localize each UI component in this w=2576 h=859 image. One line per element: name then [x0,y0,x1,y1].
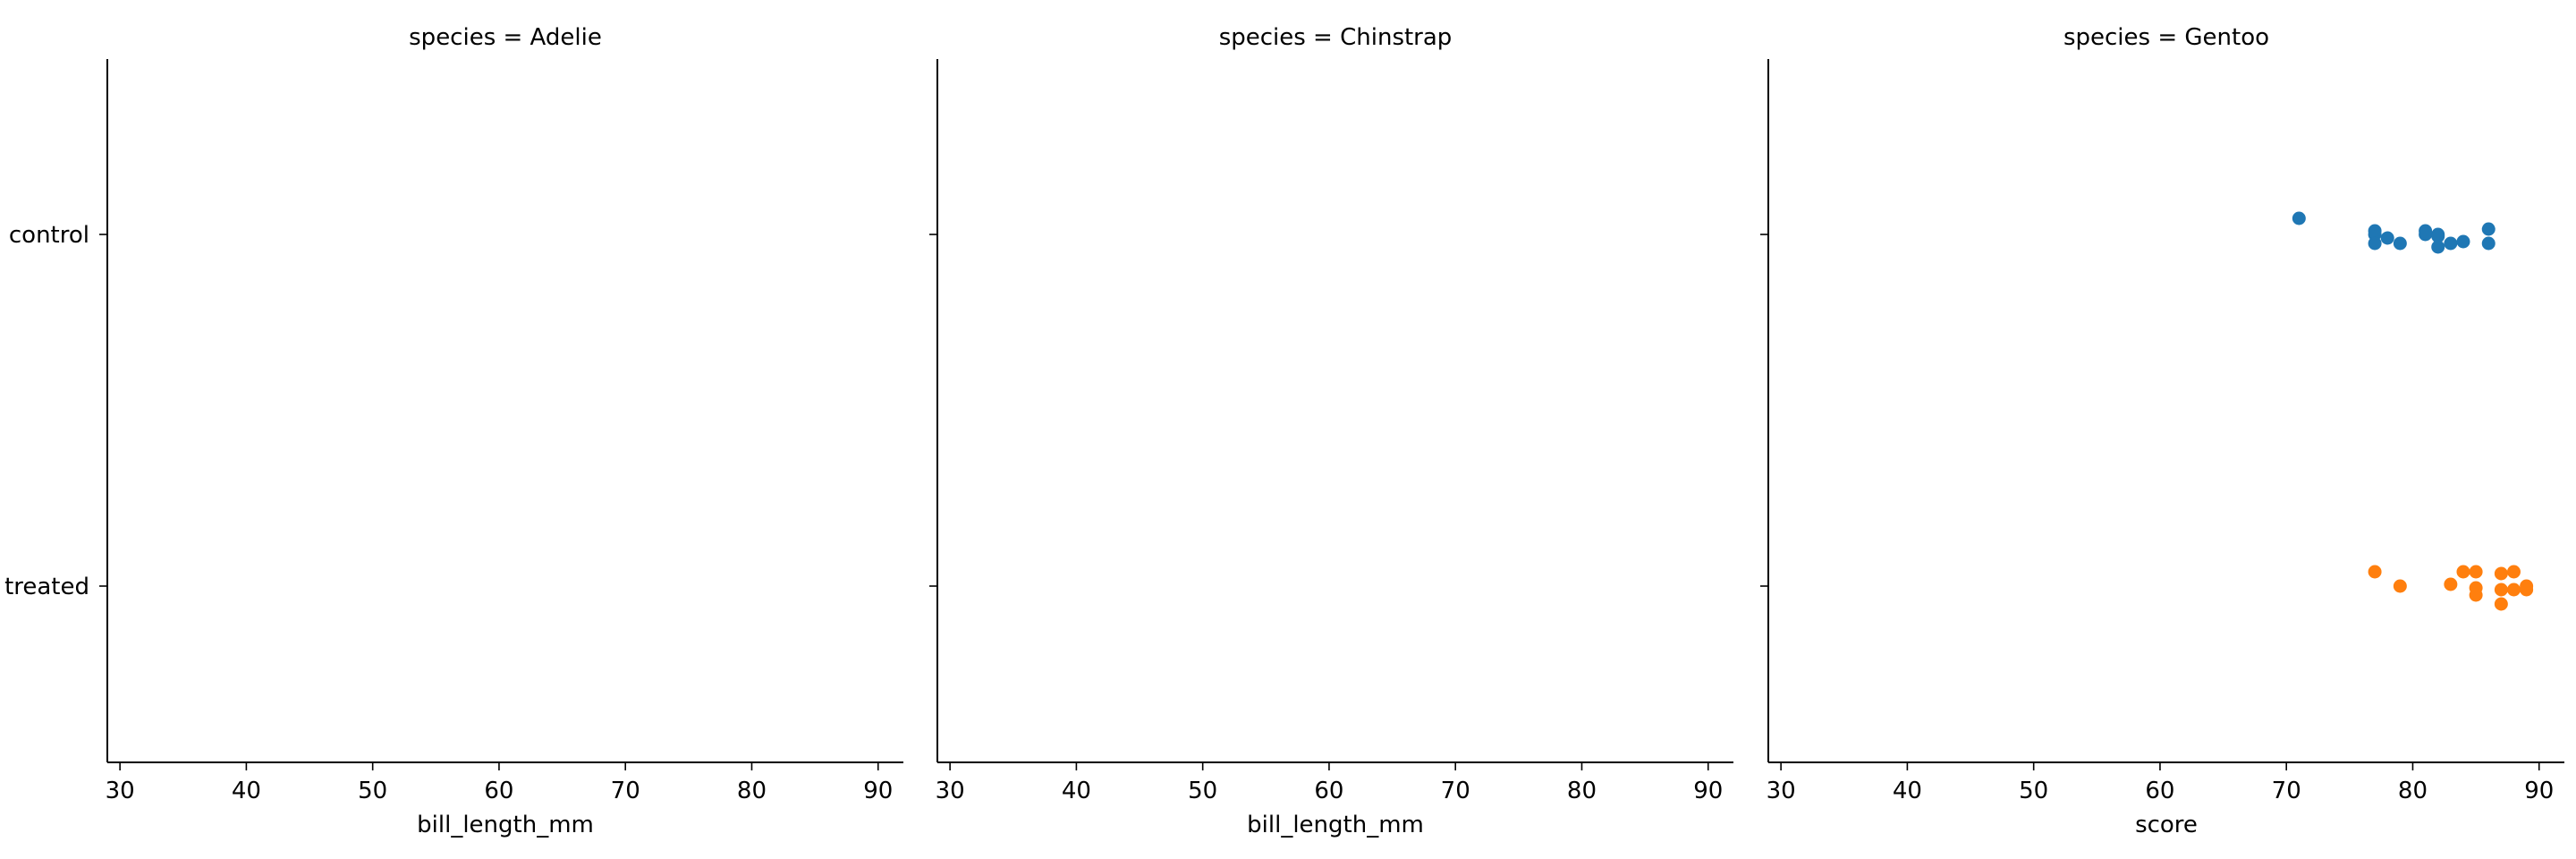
data-point-treated [2494,583,2508,597]
x-axis-label: score [2135,812,2198,838]
x-tick-label: 50 [2019,778,2048,804]
x-axis-label: bill_length_mm [1247,812,1424,838]
facet-panel-1: species = Adelie control treated 30 40 50 60 70… [4,24,903,838]
data-point-control [2368,236,2382,251]
x-tick-label: 50 [358,778,387,804]
x-tick-label: 30 [936,778,965,804]
data-point-control [2431,229,2445,243]
facet-panel-3: species = Gentoo 30 40 50 60 70 80 90 score [1760,24,2564,838]
y-tick-label: control [9,222,89,249]
x-tick-label: 90 [2524,778,2554,804]
x-tick-label: 40 [232,778,261,804]
data-point-treated [2456,565,2470,579]
panel-title: species = Gentoo [2063,24,2269,51]
x-tick-label: 40 [1062,778,1091,804]
x-tick-label: 90 [1693,778,1723,804]
data-point-treated [2444,577,2458,591]
panel-title: species = Chinstrap [1219,24,1453,51]
data-point-treated [2469,565,2483,579]
facet-panel-2: species = Chinstrap 30 40 50 60 70 80 90 bill_le… [929,24,1733,838]
data-point-treated [2368,565,2382,579]
data-point-control [2481,236,2496,251]
x-tick-label: 30 [106,778,135,804]
x-tick-label: 50 [1188,778,1217,804]
x-tick-label: 80 [2398,778,2428,804]
x-tick-label: 30 [1767,778,1796,804]
data-point-control [2444,236,2458,251]
data-point-control [2481,222,2496,236]
data-point-treated [2494,566,2508,581]
data-point-treated [2469,588,2483,602]
x-tick-label: 70 [1441,778,1470,804]
data-point-control [2431,240,2445,254]
data-point-treated [2506,583,2521,597]
x-tick-label: 60 [2145,778,2174,804]
x-tick-label: 70 [2272,778,2301,804]
x-tick-label: 60 [484,778,513,804]
data-point-control [2419,227,2433,242]
panel-title: species = Adelie [409,24,602,51]
data-point-treated [2506,565,2521,579]
x-tick-label: 90 [863,778,893,804]
data-point-treated [2520,583,2534,597]
data-point-control [2380,231,2394,245]
x-tick-label: 80 [737,778,767,804]
data-point-treated [2393,579,2407,593]
x-tick-label: 70 [611,778,640,804]
y-tick-label: treated [4,574,89,600]
data-point-treated [2494,597,2508,611]
x-axis-label: bill_length_mm [417,812,594,838]
data-point-control [2292,211,2306,225]
x-tick-label: 80 [1567,778,1597,804]
data-point-control [2393,236,2407,251]
data-point-control [2456,234,2470,249]
x-tick-label: 60 [1314,778,1343,804]
x-tick-label: 40 [1893,778,1922,804]
